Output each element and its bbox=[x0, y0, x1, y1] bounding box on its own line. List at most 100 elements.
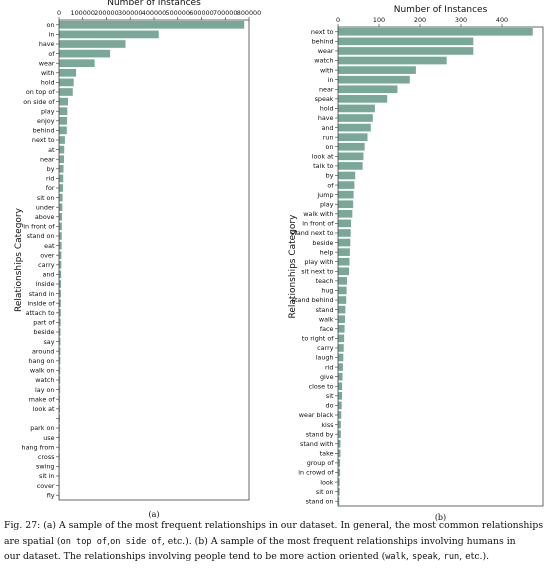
category-label: inside bbox=[36, 280, 55, 288]
category-label: talk to bbox=[313, 162, 333, 170]
category-label: carry bbox=[317, 344, 334, 352]
bar bbox=[59, 356, 61, 365]
category-label: stand in bbox=[29, 290, 55, 298]
bar bbox=[338, 37, 474, 46]
bar bbox=[338, 152, 364, 161]
category-label: beside bbox=[312, 239, 333, 247]
category-label: close to bbox=[309, 382, 334, 390]
category-label: have bbox=[39, 40, 55, 48]
bar bbox=[338, 123, 371, 132]
x-tick-label: 500000 bbox=[166, 9, 190, 17]
bar bbox=[338, 238, 351, 247]
category-label: in front of bbox=[302, 220, 334, 228]
bar bbox=[338, 296, 347, 304]
category-label: cover bbox=[37, 482, 55, 490]
caption-text: , bbox=[405, 551, 412, 563]
category-label: of bbox=[48, 50, 55, 58]
bar bbox=[59, 414, 60, 423]
bar bbox=[338, 344, 344, 352]
bar bbox=[59, 251, 62, 260]
bar bbox=[59, 337, 61, 346]
category-label: walk with bbox=[303, 210, 333, 218]
category-label: on top of bbox=[26, 88, 55, 96]
category-label: play bbox=[320, 200, 334, 208]
bar bbox=[59, 260, 62, 269]
subfigure-label: (a) bbox=[148, 510, 159, 519]
category-label: walk bbox=[319, 315, 334, 323]
category-label: attach to bbox=[26, 309, 55, 317]
caption-line-1: Fig. 27: (a) A sample of the most freque… bbox=[4, 518, 550, 534]
caption-text: , bbox=[437, 551, 444, 563]
bar bbox=[59, 404, 61, 413]
x-tick-label: 400 bbox=[496, 16, 508, 24]
bar bbox=[338, 420, 341, 429]
category-label: by bbox=[47, 165, 55, 173]
category-label: behind bbox=[312, 38, 334, 46]
category-label: lay on bbox=[35, 386, 54, 394]
bar bbox=[59, 318, 61, 327]
bar bbox=[59, 107, 68, 116]
category-label: sit bbox=[326, 392, 334, 400]
category-label: of bbox=[327, 181, 334, 189]
x-tick-label: 100000 bbox=[71, 9, 95, 17]
bar bbox=[59, 366, 61, 375]
bar bbox=[338, 324, 345, 333]
bar bbox=[338, 248, 350, 256]
bar bbox=[338, 430, 341, 438]
category-label: look at bbox=[33, 405, 55, 413]
x-tick-label: 700000 bbox=[213, 9, 237, 17]
category-label: and bbox=[42, 271, 54, 279]
category-label: rid bbox=[325, 363, 333, 371]
bar bbox=[59, 174, 64, 183]
category-label: in crowd of bbox=[298, 469, 334, 477]
category-label: kiss bbox=[321, 421, 334, 429]
category-label: play with bbox=[304, 258, 333, 266]
bar bbox=[338, 459, 341, 467]
caption-text: are spatial ( bbox=[4, 535, 61, 547]
category-label: near bbox=[40, 155, 55, 163]
caption-text: Fig. 27: (a) A sample of the most freque… bbox=[4, 520, 544, 531]
bar bbox=[338, 114, 373, 122]
caption-code: run bbox=[443, 552, 460, 563]
category-label: speak bbox=[315, 95, 334, 103]
bar bbox=[59, 395, 61, 404]
category-label: park on bbox=[30, 424, 54, 432]
bar bbox=[338, 286, 347, 295]
bar bbox=[59, 289, 61, 298]
x-tick-label: 800000 bbox=[237, 9, 261, 17]
bar bbox=[59, 155, 64, 164]
bar bbox=[338, 401, 342, 410]
bar bbox=[338, 27, 533, 36]
bar bbox=[59, 49, 111, 58]
category-label: teach bbox=[316, 277, 334, 285]
bar bbox=[59, 184, 64, 192]
bar bbox=[338, 142, 365, 151]
category-label: next to bbox=[311, 28, 334, 36]
caption-text: , bbox=[107, 535, 111, 547]
bar bbox=[338, 392, 343, 400]
caption-code: walk bbox=[385, 552, 406, 563]
bar bbox=[59, 97, 69, 106]
bar bbox=[338, 209, 353, 218]
bar bbox=[59, 347, 61, 356]
category-label: sit in bbox=[39, 472, 54, 480]
category-label: at bbox=[48, 146, 55, 154]
category-label: stand on bbox=[306, 497, 334, 505]
category-label: group of bbox=[307, 459, 335, 467]
category-label: hang on bbox=[28, 357, 54, 365]
subfigure-label: (b) bbox=[435, 513, 446, 522]
bar bbox=[338, 439, 341, 448]
bar bbox=[338, 181, 355, 189]
x-tick-label: 400000 bbox=[142, 9, 166, 17]
caption-code: on side of bbox=[110, 536, 162, 547]
bar bbox=[338, 497, 340, 506]
bar bbox=[59, 68, 77, 77]
category-label: sit on bbox=[37, 194, 55, 202]
bar bbox=[59, 424, 60, 432]
category-label: run bbox=[323, 133, 334, 141]
bar bbox=[59, 116, 68, 125]
bar bbox=[338, 334, 345, 343]
category-label: carry bbox=[38, 261, 55, 269]
caption-text: , etc.). (b) A sample of the most freque… bbox=[161, 535, 516, 547]
